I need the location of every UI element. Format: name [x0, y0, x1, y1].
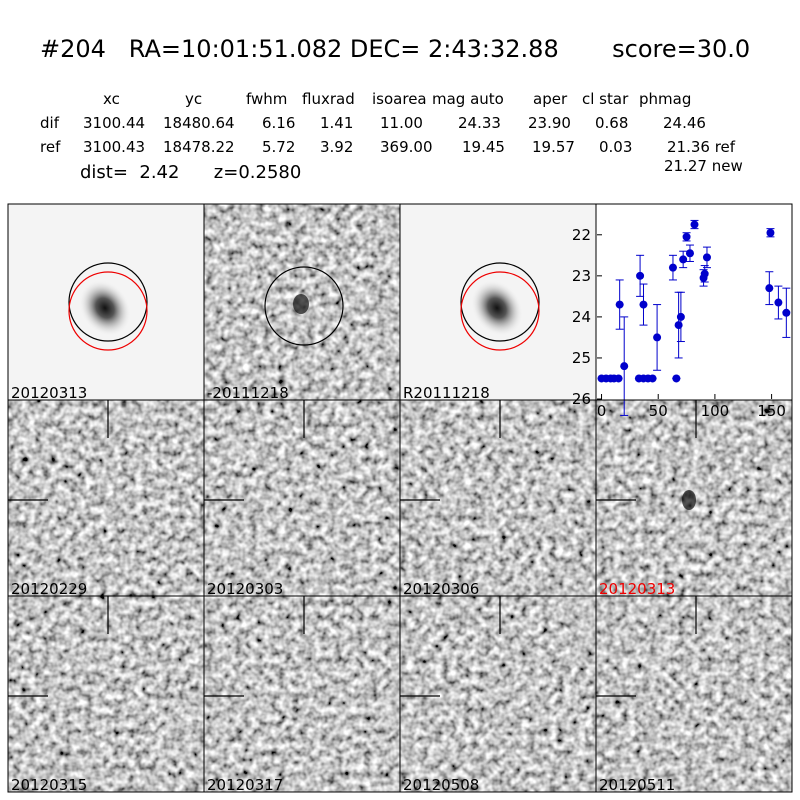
panel-frame [595, 595, 793, 793]
column-header: cl star [582, 90, 629, 108]
y-tick-label: 23 [572, 267, 591, 285]
x-tick-label: 150 [757, 402, 786, 420]
stamp-noise [204, 596, 400, 792]
point [676, 312, 685, 321]
table-cell: 3100.43 [83, 138, 145, 156]
point [782, 308, 791, 317]
column-header: aper [533, 90, 568, 108]
point [766, 228, 775, 237]
panel-label: 20120306 [403, 580, 479, 598]
table-cell: 1.41 [320, 114, 353, 132]
point [648, 374, 657, 383]
table-cell: 0.03 [599, 138, 632, 156]
aperture-red [68, 271, 148, 351]
panel-label: 20120315 [11, 776, 87, 794]
stamp-noise [204, 400, 400, 596]
stamp-noise [400, 596, 596, 792]
table-cell: 11.00 [380, 114, 423, 132]
point [765, 284, 774, 293]
x-tick-label: 0 [597, 402, 607, 420]
aperture-black [460, 262, 540, 342]
panel-label: 20120313 [11, 384, 87, 402]
table-cell: 3100.44 [83, 114, 145, 132]
y-tick-label: 22 [572, 226, 591, 244]
point [674, 321, 683, 330]
stamp-noise [596, 596, 792, 792]
aperture-red [460, 271, 540, 351]
panel-label: 20120511 [599, 776, 675, 794]
y-tick-label: 26 [572, 390, 591, 408]
point [682, 232, 691, 241]
table-cell: 3.92 [320, 138, 353, 156]
stamp-noise [400, 400, 596, 596]
table-note: 21.27 new [664, 157, 743, 175]
table-cell: 6.16 [262, 114, 295, 132]
point [653, 333, 662, 342]
point [672, 374, 681, 383]
point [614, 374, 623, 383]
galaxy [78, 279, 132, 337]
column-header: isoarea [372, 90, 427, 108]
column-header: yc [185, 90, 202, 108]
galaxy [470, 279, 524, 337]
row-label: dif [40, 114, 60, 132]
aperture-black [264, 266, 344, 346]
point [685, 249, 694, 258]
column-header: fwhm [246, 90, 287, 108]
column-header: mag auto [432, 90, 504, 108]
y-tick-label: 25 [572, 349, 591, 367]
title: #204 RA=10:01:51.082 DEC= 2:43:32.88 sco… [40, 35, 750, 63]
point [615, 300, 624, 309]
point [668, 263, 677, 272]
residual [682, 490, 696, 510]
x-tick-label: 50 [649, 402, 668, 420]
panel-label: 20120229 [11, 580, 87, 598]
panel-label: -20111218 [207, 384, 289, 402]
row-label: ref [40, 138, 61, 156]
column-header: fluxrad [302, 90, 355, 108]
table-cell: 5.72 [262, 138, 295, 156]
point [620, 362, 629, 371]
panel-label: 20120508 [403, 776, 479, 794]
stamp-noise [8, 596, 204, 792]
table-cell: 19.45 [462, 138, 505, 156]
residual [293, 294, 309, 314]
stamp-noise [8, 400, 204, 596]
x-tick-label: 100 [701, 402, 730, 420]
table-cell: 23.90 [528, 114, 571, 132]
plot-frame [595, 203, 793, 401]
point [700, 269, 709, 278]
y-tick-label: 24 [572, 308, 591, 326]
point [639, 300, 648, 309]
point [636, 271, 645, 280]
table-cell: 369.00 [380, 138, 433, 156]
info: dist= 2.42 z=0.2580 [80, 162, 301, 183]
point [679, 255, 688, 264]
panel-label: R20111218 [403, 384, 490, 402]
table-cell: 24.33 [458, 114, 501, 132]
aperture-black [68, 262, 148, 342]
point [774, 298, 783, 307]
point [702, 253, 711, 262]
table-cell: 18480.64 [163, 114, 235, 132]
table-cell: 24.46 [663, 114, 706, 132]
panel-label: 20120317 [207, 776, 283, 794]
table-cell: 18478.22 [163, 138, 235, 156]
panel-label: 20120313 [599, 580, 675, 598]
panel-label: 20120303 [207, 580, 283, 598]
plot-background [596, 204, 792, 400]
table-cell: 0.68 [595, 114, 628, 132]
column-header: phmag [639, 90, 691, 108]
table-cell: 21.36 ref [667, 138, 736, 156]
table-cell: 19.57 [532, 138, 575, 156]
point [690, 220, 699, 229]
column-header: xc [103, 90, 120, 108]
